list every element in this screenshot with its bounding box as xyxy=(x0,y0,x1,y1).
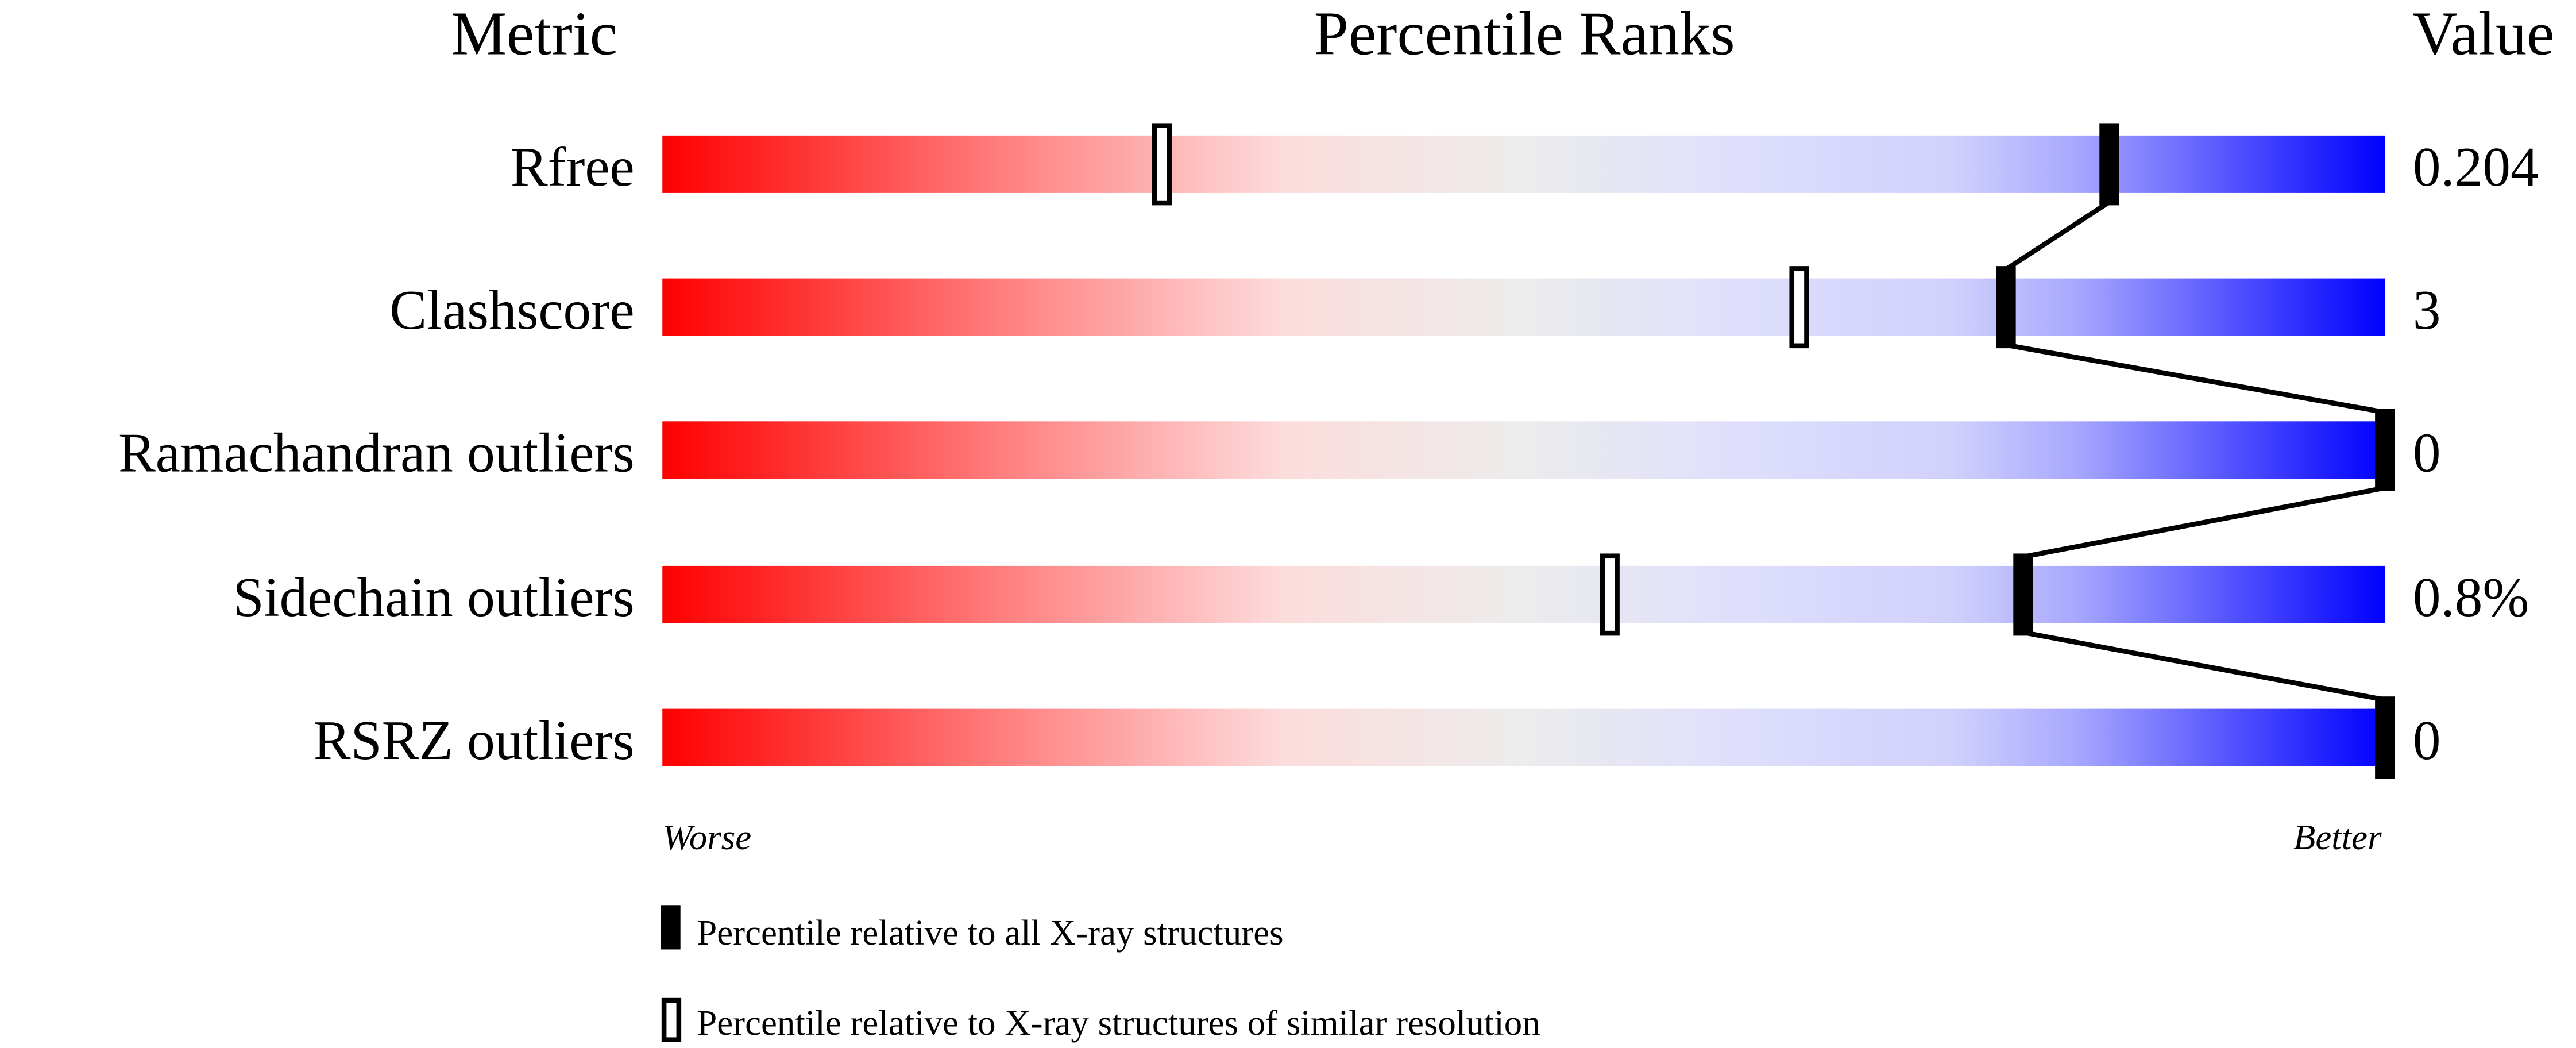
percentile-connector-line xyxy=(2005,342,2386,415)
metric-label: Rfree xyxy=(511,136,635,198)
metric-label: Clashscore xyxy=(389,279,634,341)
all-structures-percentile-marker xyxy=(2375,696,2395,779)
percentile-connector-line xyxy=(2022,485,2386,560)
header-value: Value xyxy=(2412,0,2554,68)
percentile-bar xyxy=(662,708,2385,766)
similar-resolution-percentile-marker xyxy=(1152,123,1172,206)
metric-label: Sidechain outliers xyxy=(233,567,635,629)
axis-label-worse: Worse xyxy=(662,817,751,857)
percentile-bar xyxy=(662,278,2385,336)
metric-value: 0.8% xyxy=(2413,567,2529,629)
header-percentile-ranks: Percentile Ranks xyxy=(1314,0,1735,68)
all-structures-percentile-marker xyxy=(2099,123,2119,206)
percentile-bar xyxy=(662,565,2385,623)
legend-hollow-marker xyxy=(661,997,682,1042)
similar-resolution-percentile-marker xyxy=(1600,553,1620,636)
legend-filled-marker xyxy=(661,905,681,950)
metric-label: RSRZ outliers xyxy=(314,710,635,772)
percentile-connector-line xyxy=(2022,630,2386,703)
all-structures-percentile-marker xyxy=(2375,409,2395,491)
header-metric: Metric xyxy=(451,0,617,68)
all-structures-percentile-marker xyxy=(2013,553,2033,636)
legend-hollow-label: Percentile relative to X-ray structures … xyxy=(697,1003,1540,1043)
percentile-bar xyxy=(662,135,2385,193)
axis-label-better: Better xyxy=(2293,817,2382,857)
metric-value: 3 xyxy=(2413,279,2441,341)
metric-label: Ramachandran outliers xyxy=(118,422,635,484)
percentile-connector-line xyxy=(2005,200,2111,272)
metric-value: 0.204 xyxy=(2413,136,2539,198)
metric-value: 0 xyxy=(2413,710,2441,772)
percentile-bar xyxy=(662,421,2385,479)
legend-filled-label: Percentile relative to all X-ray structu… xyxy=(697,912,1283,953)
all-structures-percentile-marker xyxy=(1996,266,2016,349)
similar-resolution-percentile-marker xyxy=(1789,266,1809,349)
metric-value: 0 xyxy=(2413,422,2441,484)
